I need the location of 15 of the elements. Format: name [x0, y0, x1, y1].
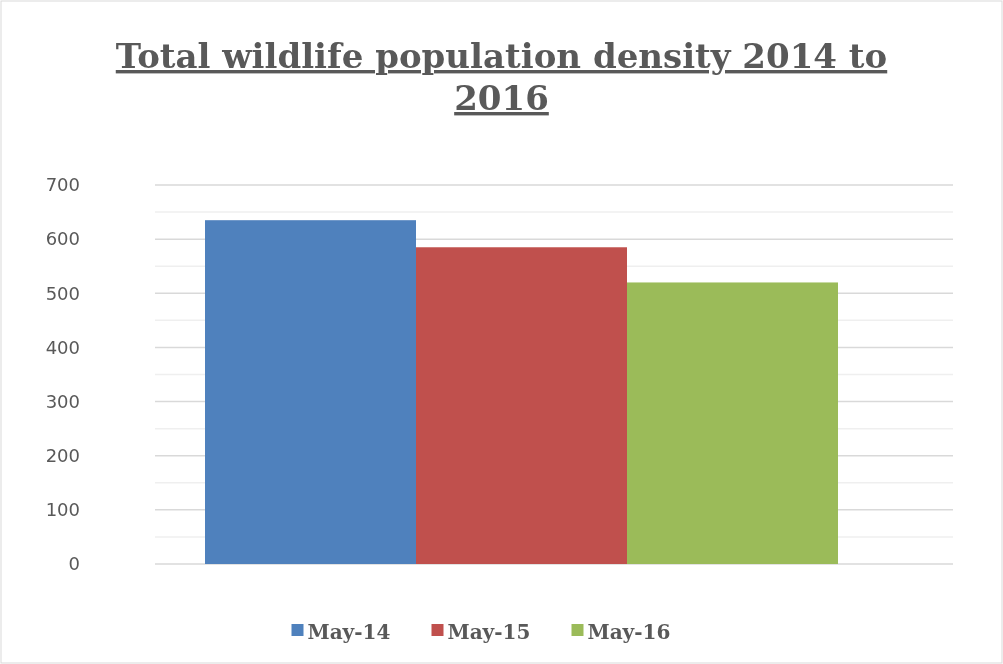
- legend-label: May-15: [447, 620, 531, 644]
- y-tick-label: 100: [45, 499, 80, 521]
- legend-label: May-14: [307, 620, 391, 644]
- legend-label: May-16: [587, 620, 671, 644]
- y-tick-label: 600: [45, 228, 80, 250]
- y-tick-label: 0: [68, 553, 80, 575]
- y-tick-label: 700: [45, 174, 80, 196]
- y-tick-label: 200: [45, 445, 80, 467]
- bar: [205, 220, 416, 564]
- y-tick-label: 400: [45, 336, 80, 358]
- y-tick-label: 300: [45, 390, 80, 412]
- chart-title: Total wildlife population density 2014 to 2016: [115, 36, 888, 118]
- y-tick-label: 500: [45, 282, 80, 304]
- bar: [416, 247, 627, 564]
- bar: [627, 282, 838, 564]
